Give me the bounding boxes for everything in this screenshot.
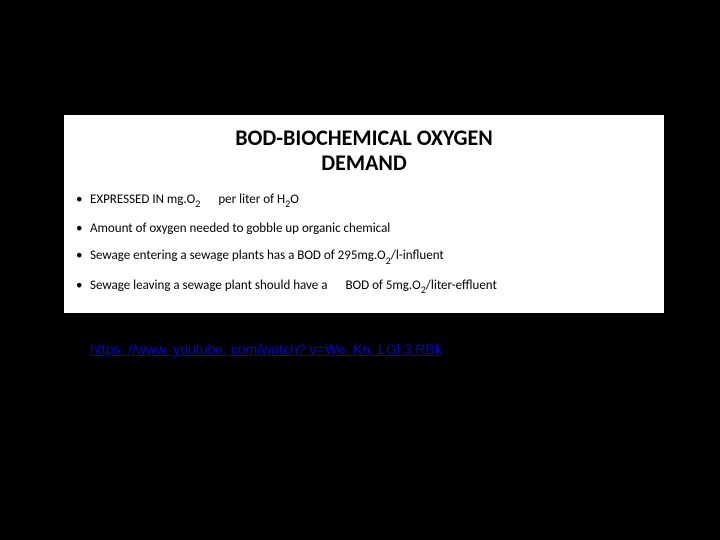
subscript: 2 <box>386 254 391 267</box>
subscript: 2 <box>421 283 426 296</box>
list-item: Sewage leaving a sewage plant should hav… <box>76 272 652 301</box>
bullet-list: EXPRESSED IN mg.O2per liter of H2O Amoun… <box>76 186 652 301</box>
list-item: Sewage entering a sewage plants has a BO… <box>76 242 652 271</box>
youtube-link[interactable]: https: //www. youtube. com/watch? v=We. … <box>90 341 442 357</box>
list-item: EXPRESSED IN mg.O2per liter of H2O <box>76 186 652 215</box>
bullet-text: Sewage entering a sewage plants has a BO… <box>90 248 386 263</box>
subscript: 2 <box>285 197 290 210</box>
slide-content-box: BOD-BIOCHEMICAL OXYGEN DEMAND EXPRESSED … <box>64 115 664 313</box>
title-line-2: DEMAND <box>321 149 407 176</box>
slide-title: BOD-BIOCHEMICAL OXYGEN DEMAND <box>76 125 652 176</box>
subscript: 2 <box>195 197 200 210</box>
bullet-text: Amount of oxygen needed to gobble up org… <box>90 221 390 236</box>
bullet-text: /l-influent <box>391 248 444 263</box>
bullet-text: EXPRESSED IN mg.O <box>90 192 195 207</box>
list-item: Amount of oxygen needed to gobble up org… <box>76 215 652 243</box>
bullet-text: O <box>290 192 299 207</box>
bullet-text: per liter of H <box>218 192 285 207</box>
bullet-text: BOD of 5mg.O <box>345 278 420 293</box>
bullet-text: /liter-effluent <box>426 278 497 293</box>
bullet-text: Sewage leaving a sewage plant should hav… <box>90 278 327 293</box>
title-line-1: BOD-BIOCHEMICAL OXYGEN <box>235 124 493 151</box>
link-container: https: //www. youtube. com/watch? v=We. … <box>90 340 442 359</box>
